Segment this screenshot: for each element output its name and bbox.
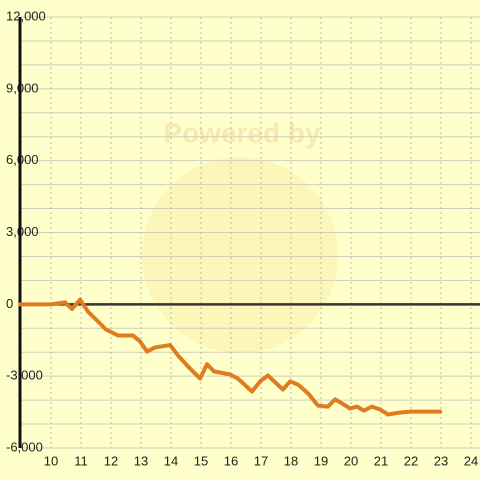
y-tick-label: 0 [6, 296, 13, 311]
data-line [18, 297, 443, 417]
x-tick-label: 13 [134, 453, 148, 468]
x-tick-label: 17 [254, 453, 268, 468]
x-tick-label: 23 [434, 453, 448, 468]
y-tick-label: 3,000 [6, 224, 39, 239]
y-tick-label: 6,000 [6, 152, 39, 167]
x-tick-label: 12 [104, 453, 118, 468]
y-tick-label: 12,000 [6, 8, 46, 23]
x-tick-label: 15 [194, 453, 208, 468]
watermark: Powered by [163, 117, 321, 148]
y-tick-label: -3,000 [6, 368, 43, 383]
x-tick-label: 24 [464, 453, 478, 468]
x-tick-label: 11 [74, 453, 88, 468]
x-tick-label: 10 [44, 453, 58, 468]
x-tick-label: 18 [284, 453, 298, 468]
x-tick-label: 21 [374, 453, 388, 468]
x-tick-label: 19 [314, 453, 328, 468]
y-tick-label: 9,000 [6, 80, 39, 95]
y-tick-label: -6,000 [6, 439, 43, 454]
x-tick-label: 16 [224, 453, 238, 468]
x-tick-label: 20 [344, 453, 358, 468]
x-tick-label: 22 [404, 453, 418, 468]
x-tick-label: 14 [164, 453, 178, 468]
